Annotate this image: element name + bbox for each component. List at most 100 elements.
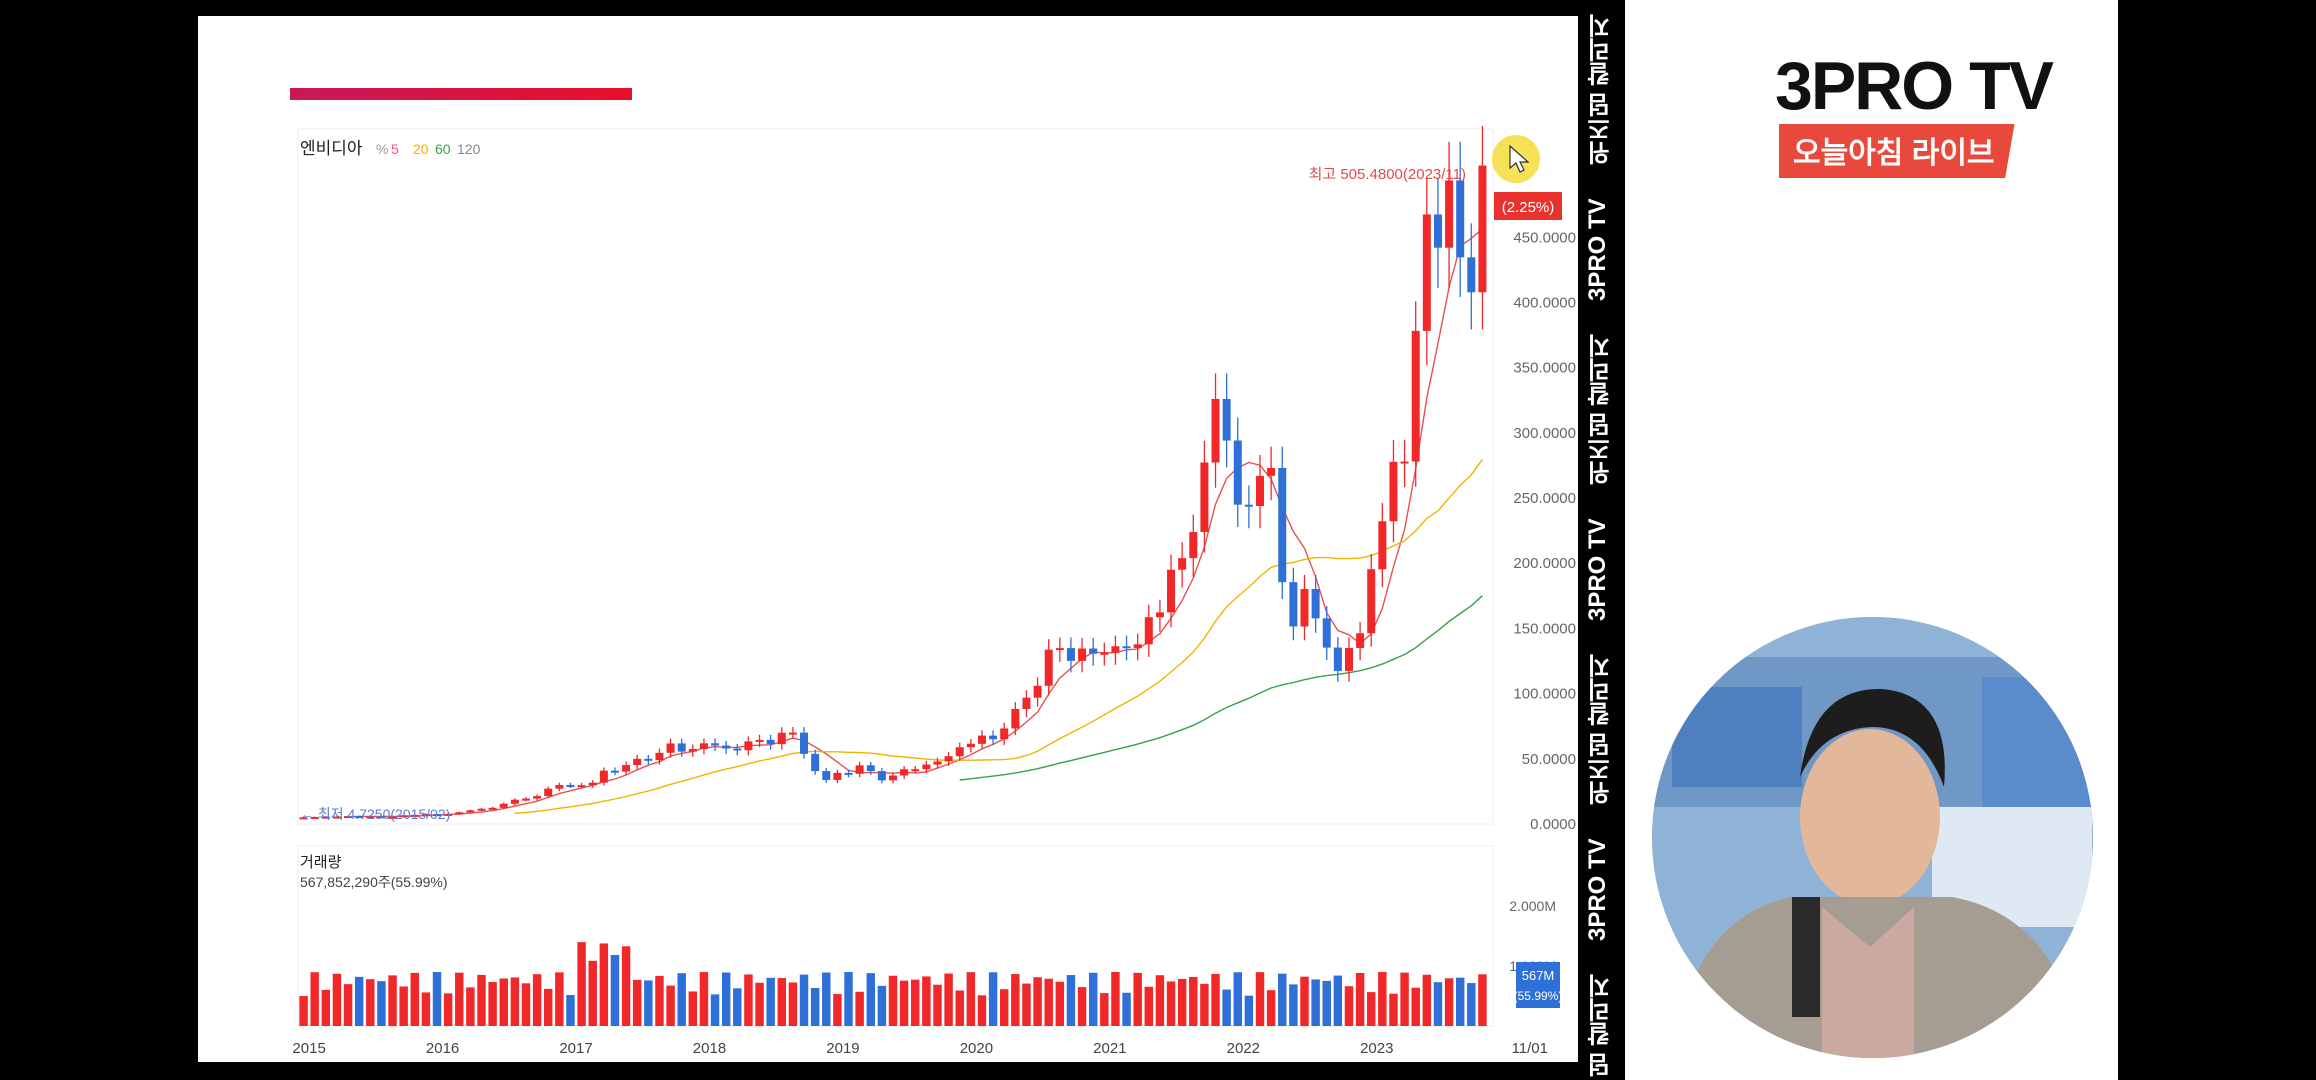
volume-bar: [822, 972, 831, 1026]
candle-body: [688, 749, 697, 752]
volume-bar: [733, 988, 742, 1026]
volume-bar: [343, 984, 353, 1026]
volume-badge-bg: [1516, 962, 1560, 1008]
volume-bar: [1111, 972, 1120, 1026]
candle-body: [1344, 647, 1353, 671]
candle-body: [1300, 589, 1309, 627]
volume-bar: [321, 989, 331, 1026]
volume-bar: [677, 973, 686, 1026]
price-axis-tick: 400.0000: [1513, 294, 1576, 311]
ma-legend-item: 5: [391, 141, 399, 157]
volume-bar: [1366, 992, 1376, 1026]
volume-bar: [1144, 986, 1154, 1026]
ticker-text: 3PRO TV: [1584, 198, 1611, 302]
candle-body: [355, 816, 364, 819]
candle-body: [833, 772, 842, 780]
volume-bar: [1289, 984, 1298, 1026]
candle-body: [1311, 589, 1320, 619]
volume-bar: [1166, 981, 1176, 1026]
candle-body: [1333, 647, 1342, 671]
candle-body: [900, 769, 909, 776]
candle-body: [1433, 214, 1442, 248]
candle-body: [377, 816, 386, 819]
candle-body: [1033, 685, 1042, 698]
channel-logo: 3PRO TV 오늘아침 라이브: [1775, 52, 2054, 178]
candle-body: [1133, 644, 1142, 648]
volume-bar: [666, 985, 675, 1026]
ma-legend-prefix: %: [376, 141, 388, 157]
volume-bar: [432, 972, 442, 1026]
volume-bar: [1333, 975, 1343, 1026]
volume-badge-text: (55.99%): [1514, 989, 1563, 1003]
volume-bar: [788, 982, 798, 1026]
volume-bar: [766, 977, 775, 1026]
candle-body: [588, 782, 597, 786]
volume-bar: [621, 946, 631, 1026]
price-axis-tick: 300.0000: [1513, 425, 1576, 442]
volume-bar: [877, 985, 887, 1026]
ma-legend-item: 60: [435, 141, 451, 157]
high-annotation: 최고 505.4800(2023/11): [1309, 166, 1466, 183]
candle-body: [744, 741, 753, 751]
volume-bar: [1022, 983, 1031, 1026]
candle-body: [577, 785, 586, 788]
candle-body: [1233, 440, 1242, 505]
price-axis-tick: 50.0000: [1522, 751, 1576, 768]
x-axis-tick: 2021: [1093, 1040, 1126, 1057]
candle-body: [855, 765, 864, 774]
candle-body: [722, 745, 731, 749]
candle-body: [1211, 398, 1220, 463]
volume-bar: [922, 976, 931, 1026]
volume-bar: [1478, 974, 1487, 1026]
volume-bar: [1444, 978, 1454, 1026]
candle-body: [1278, 467, 1287, 583]
volume-bar: [1044, 978, 1053, 1026]
candle-body: [388, 816, 397, 819]
candle-body: [755, 739, 764, 742]
volume-bar: [1389, 993, 1398, 1026]
candle-body: [866, 765, 875, 772]
candle-body: [310, 816, 319, 819]
candle-body: [1122, 646, 1131, 649]
right-margin: [2118, 0, 2316, 1080]
volume-bar: [1255, 972, 1265, 1026]
candle-body: [1456, 180, 1465, 258]
volume-bar: [310, 972, 319, 1026]
candle-body: [421, 814, 430, 817]
candle-body: [955, 747, 964, 757]
candle-body: [410, 814, 419, 817]
volume-bar: [1133, 972, 1142, 1026]
ma-line-5: [347, 228, 1483, 818]
candle-body: [1445, 180, 1454, 248]
candle-body: [733, 748, 742, 751]
candle-body: [1422, 214, 1431, 331]
candle-body: [811, 753, 820, 772]
candle-body: [1055, 648, 1064, 651]
candle-body: [877, 771, 886, 781]
volume-bar: [632, 979, 642, 1026]
volume-bar: [833, 994, 842, 1026]
candle-body: [633, 758, 642, 766]
volume-value: 567,852,290주(55.99%): [300, 874, 448, 890]
candle-body: [788, 732, 797, 735]
volume-bar: [1400, 972, 1409, 1026]
candle-body: [1411, 330, 1420, 462]
volume-bar: [1200, 983, 1209, 1026]
x-axis-tick: 2020: [960, 1040, 993, 1057]
stock-chart: 450.0000 400.0000 350.0000 300.0000 250.0000…: [292, 126, 1576, 1057]
volume-bar: [499, 978, 508, 1026]
volume-bar: [1422, 974, 1432, 1026]
volume-bar: [799, 974, 809, 1026]
candle-body: [1289, 582, 1298, 627]
candle-body: [1066, 648, 1075, 661]
candle-body: [822, 771, 831, 780]
candle-body: [399, 815, 408, 818]
candle-body: [610, 770, 619, 773]
volume-bar: [1433, 982, 1443, 1026]
candle-body: [1078, 648, 1087, 661]
volume-bar: [755, 982, 764, 1026]
volume-bar: [899, 980, 909, 1026]
volume-bar: [599, 943, 609, 1026]
volume-bar: [1211, 973, 1220, 1026]
volume-bar: [1066, 975, 1076, 1026]
